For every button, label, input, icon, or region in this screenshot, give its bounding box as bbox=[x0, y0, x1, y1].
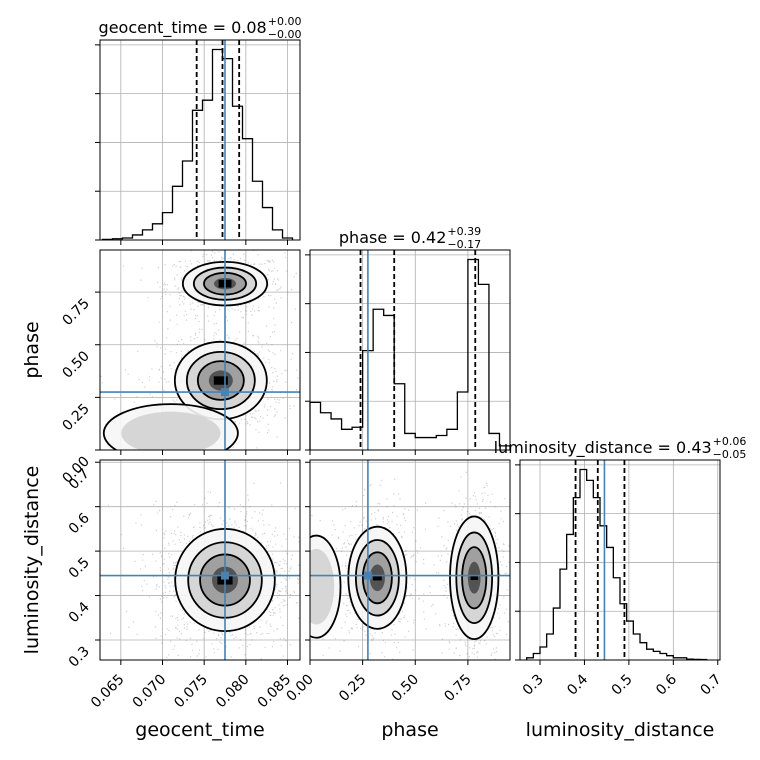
tick-label-x-luminosity_distance: 0.6 bbox=[653, 671, 680, 698]
tick-label-y-phase: 0.75 bbox=[59, 296, 92, 329]
tick-label-x-phase: 0.00 bbox=[283, 672, 316, 705]
axis-label-y-phase: phase bbox=[21, 321, 43, 378]
panel-frame-1-1 bbox=[309, 249, 511, 451]
panel-bg-2-2 bbox=[520, 460, 720, 660]
axis-label-x-geocent_time: geocent_time bbox=[135, 719, 264, 741]
panel-frame-2-2 bbox=[519, 459, 721, 661]
density-phase-luminosity_distance bbox=[310, 460, 510, 660]
contour-1-0 bbox=[449, 515, 500, 641]
truth-marker-geocent_time-phase bbox=[221, 388, 229, 397]
histogram-phase bbox=[309, 258, 511, 450]
density-peak-1 bbox=[213, 376, 228, 385]
contour-0-2 bbox=[361, 551, 393, 605]
contour-2-0 bbox=[102, 403, 239, 450]
panel-title-phase: phase = 0.42 +0.39−0.17 bbox=[339, 225, 481, 251]
contour-1-2 bbox=[196, 360, 245, 401]
tick-label-x-geocent_time: 0.075 bbox=[171, 672, 211, 712]
tick-label-x-phase: 0.50 bbox=[389, 672, 422, 705]
truth-marker-phase-luminosity_distance bbox=[363, 571, 372, 580]
truth-marker-geocent_time-luminosity_distance bbox=[221, 571, 229, 580]
tick-label-y-luminosity_distance: 0.6 bbox=[66, 510, 93, 537]
panel-title-plus: +0.00 bbox=[268, 15, 302, 28]
panel-title-value: geocent_time = 0.08 bbox=[99, 18, 267, 38]
tick-label-x-luminosity_distance: 0.3 bbox=[520, 672, 547, 699]
panel-title-geocent_time: geocent_time = 0.08 +0.00−0.00 bbox=[99, 15, 302, 41]
panel-frame-0-0 bbox=[99, 39, 301, 241]
contour-1-1 bbox=[185, 350, 256, 411]
density-geocent_time-phase bbox=[100, 250, 299, 450]
density-peak-0 bbox=[372, 575, 382, 581]
density-fill-2-1 bbox=[310, 548, 335, 625]
tick-label-y-luminosity_distance: 0.4 bbox=[66, 599, 93, 626]
tick-label-x-luminosity_distance: 0.4 bbox=[564, 671, 591, 698]
contour-2-0 bbox=[310, 534, 342, 639]
panel-bg-0-0 bbox=[100, 40, 300, 240]
tick-label-y-luminosity_distance: 0.5 bbox=[66, 555, 93, 582]
panel-frame-1-0 bbox=[99, 249, 301, 451]
panel-title-minus: −0.05 bbox=[713, 448, 747, 461]
panel-title-minus: −0.17 bbox=[447, 238, 481, 251]
tick-label-x-geocent_time: 0.070 bbox=[130, 672, 170, 712]
contour-0-1 bbox=[354, 539, 400, 617]
panel-title-value: phase = 0.42 bbox=[339, 228, 446, 247]
panel-frame-2-0 bbox=[99, 459, 301, 661]
tick-label-x-phase: 0.25 bbox=[336, 672, 369, 705]
tick-label-x-geocent_time: 0.065 bbox=[88, 672, 128, 712]
axis-label-y-luminosity_distance: luminosity_distance bbox=[21, 466, 43, 655]
histogram-geocent_time bbox=[101, 48, 294, 241]
tick-label-x-luminosity_distance: 0.7 bbox=[698, 672, 725, 699]
tick-label-y-phase: 0.50 bbox=[59, 348, 92, 381]
tick-label-y-luminosity_distance: 0.3 bbox=[66, 644, 93, 671]
tick-label-x-luminosity_distance: 0.5 bbox=[609, 672, 636, 699]
axis-label-x-phase: phase bbox=[381, 719, 438, 741]
tick-label-x-phase: 0.75 bbox=[441, 672, 474, 705]
panel-title-value: luminosity_distance = 0.43 bbox=[494, 438, 712, 458]
contour-1-1 bbox=[455, 531, 494, 625]
panel-title-minus: −0.00 bbox=[268, 28, 302, 41]
tick-label-x-geocent_time: 0.080 bbox=[213, 672, 253, 712]
panel-title-plus: +0.39 bbox=[447, 225, 481, 238]
tick-label-y-phase: 0.25 bbox=[59, 401, 92, 434]
panel-title-luminosity_distance: luminosity_distance = 0.43 +0.06−0.05 bbox=[494, 435, 747, 461]
histogram-luminosity_distance bbox=[526, 468, 708, 661]
density-peak-1 bbox=[470, 575, 478, 580]
contour-1-2 bbox=[461, 546, 488, 610]
panel-frame-2-1 bbox=[309, 459, 511, 661]
panel-bg-1-1 bbox=[310, 250, 510, 450]
contour-0-0 bbox=[347, 525, 408, 630]
panel-title-plus: +0.06 bbox=[713, 435, 747, 448]
density-fill-2-1 bbox=[121, 411, 221, 450]
axis-label-x-luminosity_distance: luminosity_distance bbox=[526, 719, 715, 741]
